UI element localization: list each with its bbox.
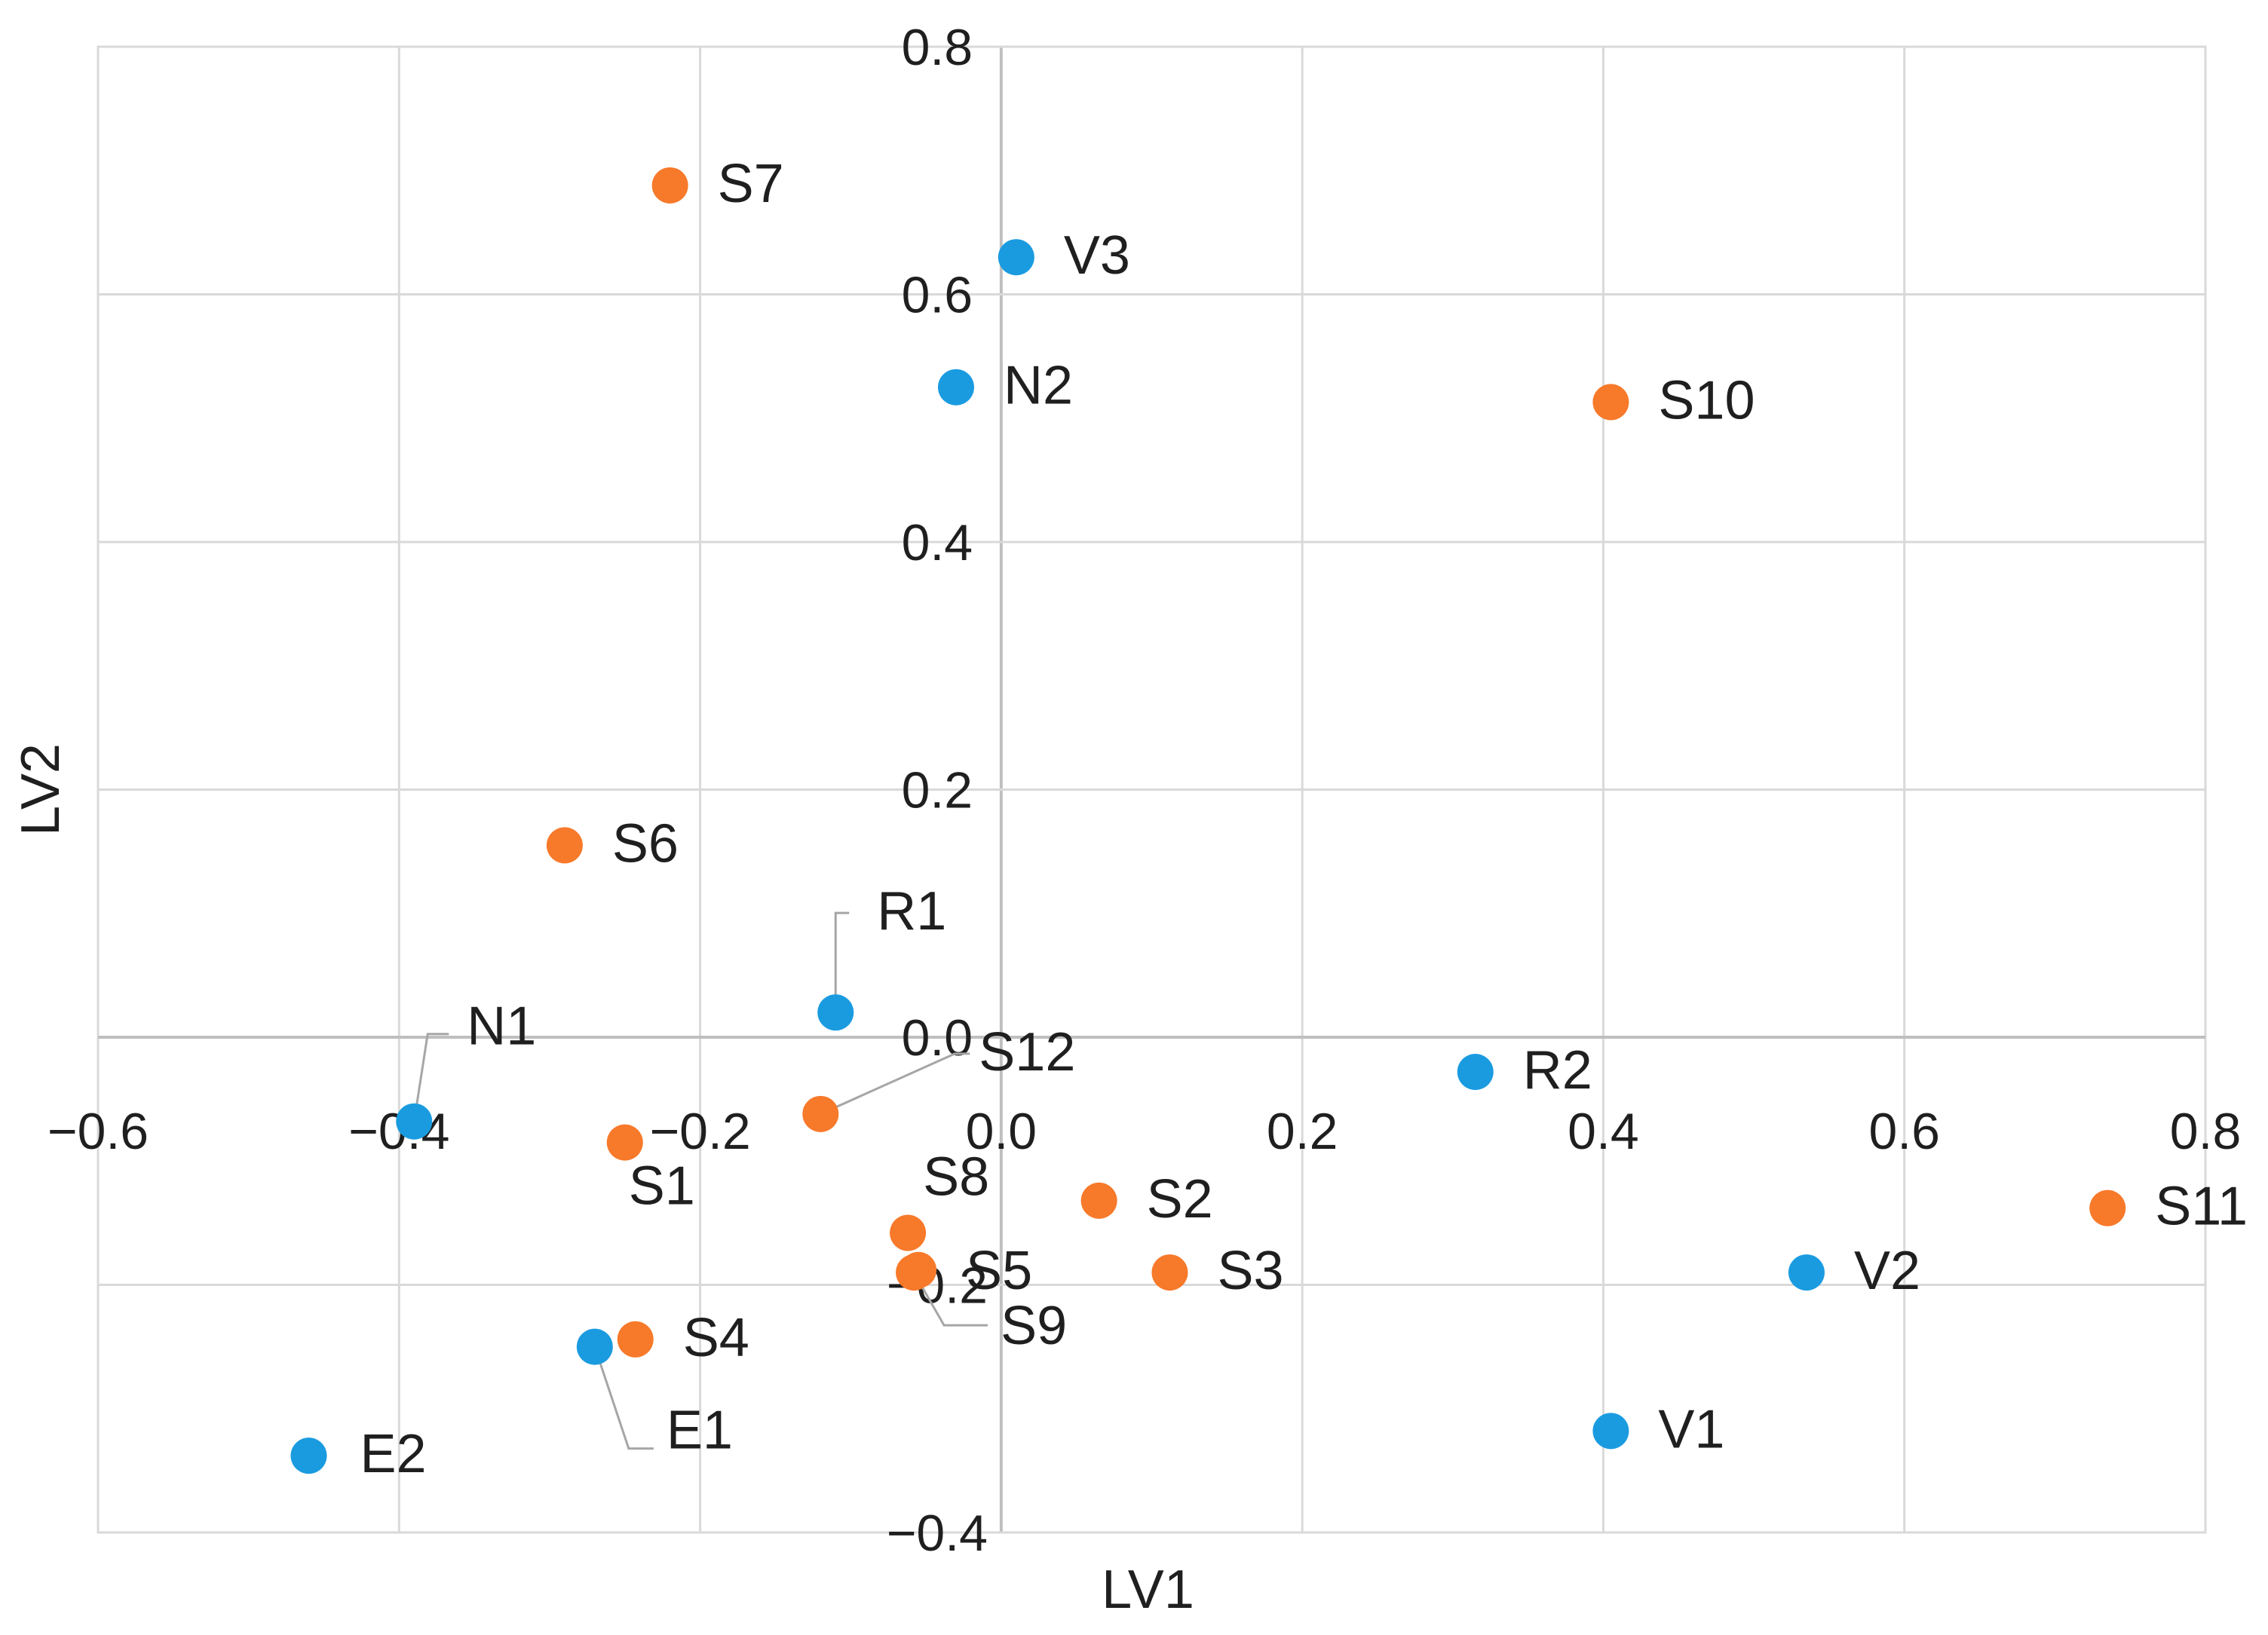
label-s8: S8 <box>923 1147 989 1208</box>
x-tick-label: 0.6 <box>1868 1103 1940 1160</box>
label-s11: S11 <box>2155 1177 2248 1237</box>
label-s12: S12 <box>979 1022 1075 1082</box>
leader-line-r1 <box>834 911 850 1013</box>
label-s6: S6 <box>612 813 679 874</box>
point-e2 <box>290 1438 327 1474</box>
y-axis-title: LV2 <box>11 743 71 836</box>
label-n1: N1 <box>467 997 536 1057</box>
point-e1 <box>576 1328 613 1365</box>
y-tick-label: 0.0 <box>902 1009 973 1067</box>
point-s4 <box>617 1321 654 1358</box>
point-s6 <box>546 827 583 864</box>
label-r1: R1 <box>877 881 946 942</box>
label-e1: E1 <box>667 1401 733 1461</box>
point-s8 <box>890 1214 927 1251</box>
x-tick-label: 0.8 <box>2170 1103 2242 1160</box>
point-v3 <box>998 239 1034 276</box>
leader-line-s9 <box>912 1272 988 1327</box>
x-axis-title: LV1 <box>1102 1560 1194 1620</box>
leader-line-s12 <box>820 1052 970 1116</box>
data-points <box>290 167 2126 1474</box>
y-tick-label: 0.8 <box>902 19 973 76</box>
point-r1 <box>817 994 854 1031</box>
label-v3: V3 <box>1064 225 1130 286</box>
label-s1: S1 <box>629 1156 695 1217</box>
point-s1 <box>606 1124 643 1161</box>
gridlines <box>97 45 2207 1534</box>
label-r2: R2 <box>1523 1040 1592 1101</box>
point-n1 <box>396 1103 433 1140</box>
y-tick-label: 0.4 <box>902 514 973 571</box>
x-tick-label: 0.4 <box>1568 1103 1639 1160</box>
point-s10 <box>1592 384 1629 421</box>
tick-labels: −0.6−0.4−0.20.00.20.40.60.8−0.4−0.20.00.… <box>48 19 2241 1562</box>
point-s9 <box>896 1254 933 1291</box>
point-v2 <box>1788 1254 1825 1291</box>
leader-line-n1 <box>412 1033 449 1122</box>
x-tick-label: 0.0 <box>966 1103 1037 1160</box>
label-s2: S2 <box>1147 1169 1213 1229</box>
label-n2: N2 <box>1004 356 1073 416</box>
label-s5: S5 <box>966 1241 1032 1301</box>
label-s3: S3 <box>1217 1241 1283 1301</box>
point-n2 <box>937 369 974 406</box>
y-tick-label: −0.4 <box>887 1505 988 1562</box>
label-s9: S9 <box>1001 1296 1067 1356</box>
label-s4: S4 <box>683 1308 749 1368</box>
point-s12 <box>802 1095 839 1132</box>
point-s2 <box>1080 1182 1117 1219</box>
y-tick-label: 0.2 <box>902 762 973 819</box>
x-tick-label: 0.2 <box>1267 1103 1338 1160</box>
label-s7: S7 <box>718 154 784 214</box>
point-s11 <box>2089 1190 2126 1226</box>
point-s7 <box>651 167 688 204</box>
x-tick-label: −0.6 <box>48 1103 149 1160</box>
x-tick-label: −0.2 <box>649 1103 750 1160</box>
label-s10: S10 <box>1658 370 1755 430</box>
leader-lines <box>412 911 988 1450</box>
label-v2: V2 <box>1854 1241 1920 1301</box>
point-v1 <box>1592 1413 1629 1450</box>
y-tick-label: 0.6 <box>902 267 973 324</box>
label-v1: V1 <box>1658 1399 1724 1459</box>
point-s3 <box>1151 1254 1188 1291</box>
label-e2: E2 <box>360 1424 427 1484</box>
point-r2 <box>1457 1053 1494 1090</box>
leader-line-e1 <box>593 1346 654 1450</box>
